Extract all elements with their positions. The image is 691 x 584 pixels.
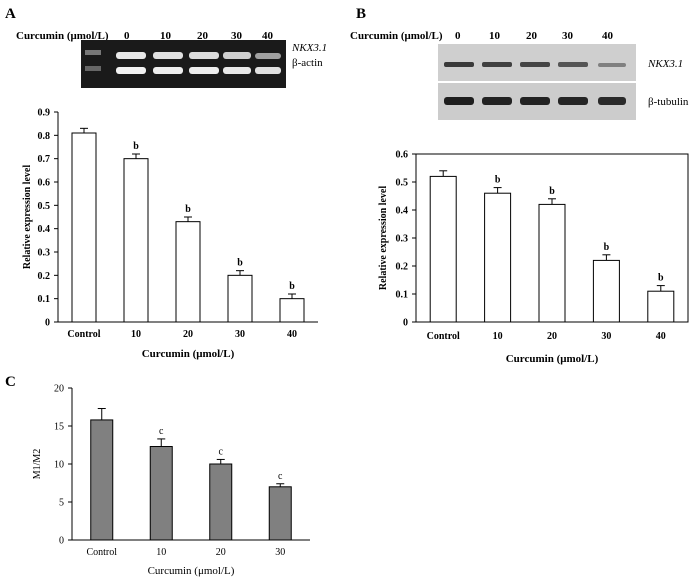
panel-a-lane-label: 20: [197, 30, 208, 42]
panel-b-lane-label: 20: [526, 30, 537, 42]
chart-c-x-axis-title: Curcumin (μmol/L): [148, 565, 235, 577]
chart-b-y-tick-label: 0.2: [396, 262, 409, 273]
panel-b-blot-tubulin: [438, 83, 636, 120]
chart-a-y-tick-label: 0.2: [38, 271, 51, 282]
chart-a-y-axis-title: Relative expression level: [22, 165, 33, 269]
chart-a-significance-label: b: [289, 281, 295, 292]
chart-b-x-axis-title: Curcumin (μmol/L): [506, 353, 599, 365]
chart-c-y-axis-title: M1/M2: [32, 449, 43, 480]
chart-c-significance-label: c: [219, 446, 224, 457]
chart-b-y-tick-label: 0.6: [396, 150, 409, 161]
chart-c-category-label: Control: [86, 547, 117, 558]
chart-b-significance-label: b: [495, 175, 501, 186]
panel-b-gel-label-nkx31: NKX3.1: [648, 58, 684, 70]
panel-b-lane-label: 30: [562, 30, 573, 42]
chart-b-significance-label: b: [658, 273, 664, 284]
panel-a-gel-label-nkx31: NKX3.1: [292, 42, 328, 54]
chart-b-y-tick-label: 0: [403, 318, 408, 329]
chart-b-y-axis-title: Relative expression level: [378, 186, 389, 290]
chart-b-category-label: 10: [493, 331, 503, 342]
chart-a-category-label: 10: [131, 329, 141, 340]
chart-c-category-label: 10: [156, 547, 166, 558]
chart-c-bar: [209, 463, 233, 541]
panel-a-lane-label: 0: [124, 30, 130, 42]
chart-b-category-label: 30: [601, 331, 611, 342]
chart-a-y-tick-label: 0.4: [38, 224, 51, 235]
chart-c-y-tick-label: 20: [54, 384, 64, 395]
chart-a-x-axis-title: Curcumin (μmol/L): [142, 348, 235, 360]
chart-b-category-label: Control: [427, 331, 460, 342]
panel-a-gel-image: [81, 40, 286, 88]
chart-c-bar: [90, 419, 114, 541]
chart-a-bar: [227, 274, 253, 323]
chart-a-y-tick-label: 0.9: [38, 108, 51, 119]
chart-b-y-tick-label: 0.3: [396, 234, 409, 245]
chart-b-category-label: 20: [547, 331, 557, 342]
chart-c-bar: [149, 446, 173, 541]
chart-a-y-tick-label: 0.6: [38, 178, 51, 189]
chart-b-bar: [592, 259, 620, 323]
chart-a-significance-label: b: [185, 204, 191, 215]
chart-b-bar: [484, 192, 512, 323]
panel-a-lane-label: 40: [262, 30, 273, 42]
chart-c-y-tick-label: 0: [59, 536, 64, 547]
chart-a-y-tick-label: 0.7: [38, 154, 51, 165]
chart-a-bar: [175, 221, 201, 323]
chart-b-category-label: 40: [656, 331, 666, 342]
chart-a-y-tick-label: 0.1: [38, 294, 51, 305]
chart-b-bar: [429, 175, 457, 323]
chart-a-bar: [71, 132, 97, 323]
chart-a-bar: [123, 158, 149, 323]
chart-b-bar: [538, 203, 566, 323]
chart-a-y-tick-label: 0.3: [38, 248, 51, 259]
chart-a-y-tick-label: 0.5: [38, 201, 51, 212]
panel-b-lane-label: 40: [602, 30, 613, 42]
panel-b-curcumin-header: Curcumin (μmol/L): [350, 30, 443, 42]
panel-letter-c: C: [5, 374, 16, 390]
panel-b-lane-label: 0: [455, 30, 461, 42]
chart-c-category-label: 20: [216, 547, 226, 558]
chart-c-y-tick-label: 10: [54, 460, 64, 471]
chart-c-bar: [268, 486, 292, 541]
chart-a-category-label: 30: [235, 329, 245, 340]
panel-b-lane-label: 10: [489, 30, 500, 42]
panel-b-gel-label-tubulin: β-tubulin: [648, 96, 689, 108]
chart-a-category-label: 20: [183, 329, 193, 340]
chart-c-category-label: 30: [275, 547, 285, 558]
chart-a-significance-label: b: [133, 141, 139, 152]
chart-c-significance-label: c: [278, 471, 283, 482]
chart-c-significance-label: c: [159, 426, 164, 437]
chart-c-y-tick-label: 5: [59, 498, 64, 509]
chart-b-significance-label: b: [604, 242, 610, 253]
chart-a-category-label: 40: [287, 329, 297, 340]
chart-a-y-tick-label: 0.8: [38, 131, 51, 142]
chart-b-bar: [647, 290, 675, 323]
chart-b-y-tick-label: 0.1: [396, 290, 409, 301]
chart-a-category-label: Control: [67, 329, 100, 340]
panel-a-gel-label-actin: β-actin: [292, 57, 323, 69]
panel-a-curcumin-header: Curcumin (μmol/L): [16, 30, 109, 42]
chart-b-significance-label: b: [549, 186, 555, 197]
chart-a-significance-label: b: [237, 258, 243, 269]
panel-letter-b: B: [356, 6, 367, 22]
panel-a-lane-label: 10: [160, 30, 171, 42]
chart-a-y-tick-label: 0: [45, 318, 50, 329]
panel-b-blot-nkx31: [438, 44, 636, 81]
chart-a-bar: [279, 298, 305, 323]
chart-c-y-tick-label: 15: [54, 422, 64, 433]
panel-letter-a: A: [5, 6, 16, 22]
chart-b-y-tick-label: 0.5: [396, 178, 409, 189]
chart-b-y-tick-label: 0.4: [396, 206, 409, 217]
panel-a-lane-label: 30: [231, 30, 242, 42]
